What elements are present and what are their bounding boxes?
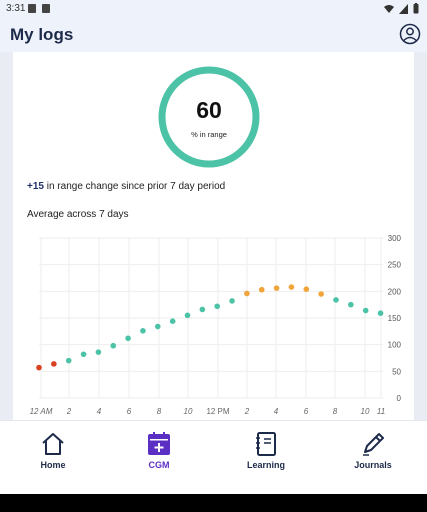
home-icon	[42, 433, 64, 455]
in-range-ring-graphic	[158, 66, 260, 168]
x-tick-label: 4	[97, 407, 102, 416]
nav-learning-label: Learning	[246, 460, 285, 470]
status-time: 3:31	[6, 3, 26, 14]
x-tick-label: 12 PM	[206, 407, 229, 416]
glucose-point	[214, 303, 220, 310]
glucose-point	[95, 349, 102, 355]
glucose-point	[229, 298, 235, 304]
glucose-point	[318, 291, 324, 297]
glucose-point	[110, 342, 117, 349]
glucose-point	[125, 335, 131, 342]
status-bar: 3:31	[0, 0, 427, 18]
nav-journals[interactable]: Journals	[328, 431, 418, 470]
range-change-text: +15 in range change since prior 7 day pe…	[27, 181, 225, 192]
average-label: Average across 7 days	[27, 209, 129, 220]
screen: 3:31 My logs	[0, 0, 427, 494]
glucose-point	[362, 307, 369, 314]
glucose-point	[36, 364, 42, 371]
glucose-point	[348, 301, 354, 308]
nav-journals-label: Journals	[354, 460, 392, 470]
percent-in-range-value: 60	[196, 97, 222, 123]
x-tick-label: 8	[157, 407, 162, 416]
x-tick-label: 2	[66, 407, 72, 416]
y-tick-label: 50	[392, 367, 401, 376]
x-tick-label: 6	[304, 407, 309, 416]
glucose-point	[65, 357, 72, 364]
calendar-plus-icon	[148, 432, 170, 455]
y-tick-label: 100	[388, 341, 402, 350]
glucose-point	[333, 297, 339, 303]
bottom-navigation: Home CGM Learning Journals	[0, 420, 427, 494]
range-change-value: +15	[27, 181, 44, 192]
percent-in-range-caption: % in range	[191, 130, 227, 139]
glucose-point	[258, 286, 265, 293]
wifi-icon	[384, 4, 394, 13]
glucose-point	[303, 286, 310, 292]
glucose-point	[288, 284, 295, 290]
nav-home-label: Home	[40, 460, 66, 470]
range-change-description: in range change since prior 7 day period	[43, 181, 226, 192]
glucose-point	[140, 328, 146, 334]
notification-icon	[42, 4, 50, 13]
y-tick-label: 300	[388, 234, 402, 243]
logs-card: 60 % in range +15 in range change since …	[13, 52, 414, 422]
glucose-point	[80, 351, 87, 358]
pen-icon	[363, 433, 384, 456]
glucose-point	[51, 361, 57, 367]
shield-icon	[28, 4, 36, 13]
cell-signal-icon	[399, 3, 408, 14]
x-tick-label: 10	[184, 407, 193, 416]
x-tick-label: 6	[127, 407, 132, 416]
nav-cgm[interactable]: CGM	[114, 431, 204, 470]
app-bar: My logs	[0, 18, 427, 52]
nav-cgm-label: CGM	[148, 460, 170, 470]
notebook-icon	[256, 432, 276, 456]
x-tick-label: 10	[361, 407, 370, 416]
glucose-point	[184, 312, 191, 319]
glucose-point	[155, 323, 161, 330]
x-tick-label: 8	[333, 407, 338, 416]
glucose-point	[273, 285, 280, 291]
y-tick-label: 0	[397, 394, 402, 403]
x-tick-label: 11	[377, 407, 385, 416]
x-tick-label: 2	[244, 407, 250, 416]
nav-learning[interactable]: Learning	[221, 431, 311, 470]
glucose-point	[377, 310, 384, 316]
nav-home[interactable]: Home	[8, 431, 98, 470]
y-tick-label: 150	[388, 314, 402, 323]
status-notification-icons	[28, 4, 50, 13]
glucose-point	[199, 306, 206, 313]
status-right	[384, 3, 419, 14]
glucose-point	[244, 290, 250, 297]
profile-icon[interactable]	[399, 23, 421, 45]
x-tick-label: 12 AM	[30, 407, 53, 416]
in-range-ring: 60 % in range	[156, 64, 262, 170]
y-tick-label: 200	[388, 287, 402, 296]
battery-icon	[413, 3, 419, 14]
x-tick-label: 4	[274, 407, 279, 416]
page-title: My logs	[10, 25, 74, 44]
y-tick-label: 250	[388, 261, 402, 270]
glucose-chart: 300 250 200 150 100 50 0 12 AM 2 4 6 8 10 12 PM 2 4 6 8 10…	[30, 234, 402, 416]
glucose-point	[169, 318, 176, 324]
